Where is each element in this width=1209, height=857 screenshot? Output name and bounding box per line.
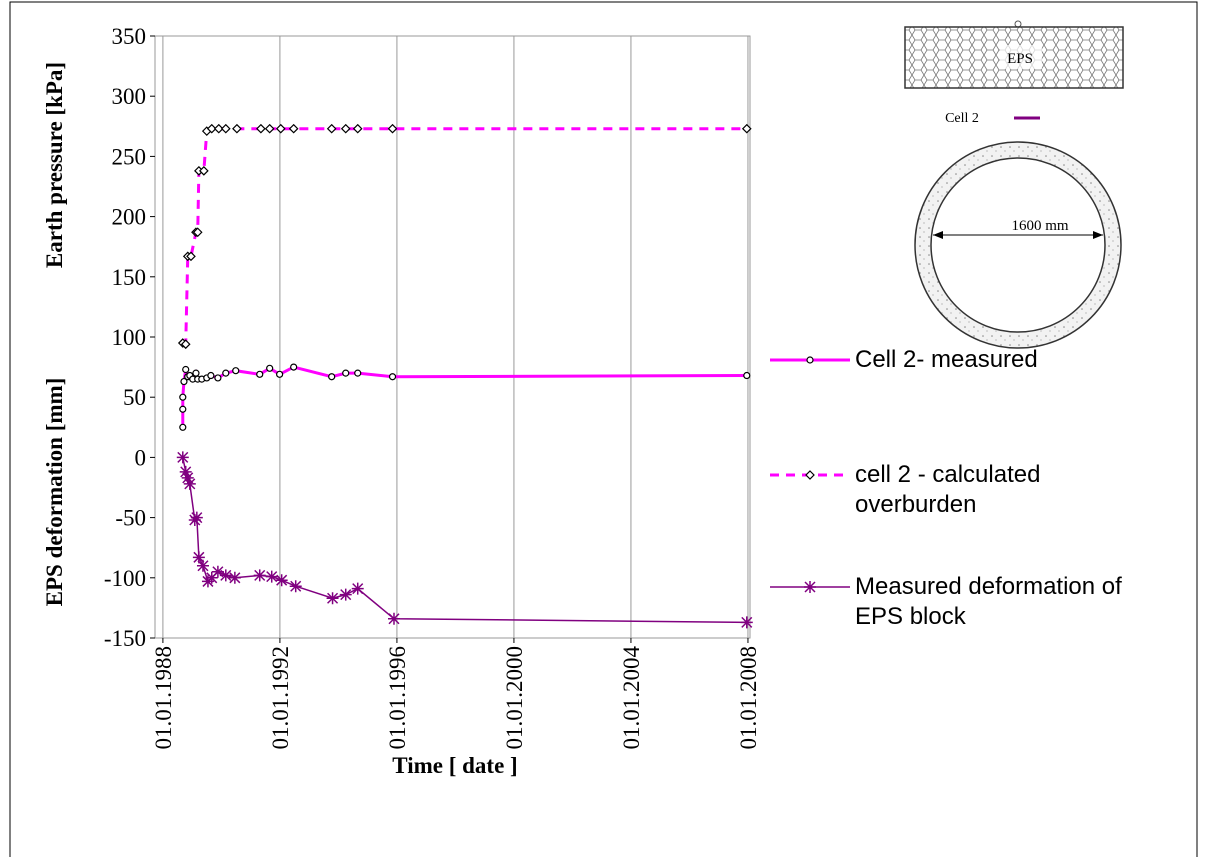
- y-tick-label: 50: [123, 385, 146, 410]
- frame: [9, 1, 1198, 857]
- point: [743, 371, 751, 380]
- point: [276, 370, 284, 378]
- point: [288, 123, 299, 134]
- point: [179, 393, 187, 401]
- point: [266, 364, 274, 372]
- point: [206, 123, 217, 134]
- point: [214, 374, 222, 382]
- x-tick-label: 01.01.1992: [268, 646, 293, 750]
- point: [256, 123, 266, 134]
- point: [289, 580, 302, 593]
- point: [388, 373, 397, 381]
- y-tick-label: 250: [112, 144, 147, 169]
- point: [806, 356, 814, 364]
- y-tick-label: -50: [115, 506, 146, 531]
- point: [352, 123, 363, 134]
- x-axis-title: Time [ date ]: [392, 753, 517, 778]
- x-tick-label: 01.01.1996: [385, 646, 410, 750]
- point: [351, 582, 364, 595]
- x-tick-label: 01.01.2004: [619, 646, 644, 750]
- point: [182, 365, 190, 374]
- series-line: [182, 457, 747, 624]
- y-axis-title: Earth pressure [kPa]: [42, 62, 67, 268]
- y-tick-label: 0: [135, 445, 147, 470]
- series-line: [181, 365, 747, 428]
- point: [342, 369, 350, 377]
- point: [205, 571, 218, 584]
- point: [186, 251, 196, 262]
- point: [256, 370, 264, 378]
- point: [232, 123, 242, 134]
- inset-diagram: EPS Cell 2 1600 mm: [904, 20, 1124, 349]
- point: [265, 570, 278, 583]
- point: [326, 123, 337, 134]
- point: [222, 369, 230, 377]
- point: [219, 569, 232, 582]
- legend-label: Cell 2- measured: [855, 346, 1038, 373]
- point: [207, 371, 215, 380]
- point: [339, 588, 352, 601]
- y-tick-label: 100: [112, 325, 147, 350]
- point: [264, 123, 275, 134]
- point: [740, 616, 753, 629]
- x-tick-label: 01.01.2008: [736, 646, 761, 750]
- point: [290, 363, 298, 371]
- y-axis-title: EPS deformation [mm]: [42, 378, 67, 607]
- inset-label: 1600 mm: [1011, 218, 1068, 234]
- point: [179, 405, 187, 413]
- point: [387, 123, 398, 134]
- legend-label: cell 2 - calculated overburden: [855, 461, 1041, 518]
- y-tick-label: 350: [112, 24, 147, 49]
- x-tick-label: 01.01.1988: [151, 646, 176, 750]
- point: [220, 123, 231, 134]
- y-tick-label: -100: [104, 566, 146, 591]
- series-line: [182, 127, 747, 347]
- point: [192, 227, 203, 238]
- point: [196, 559, 209, 572]
- point: [328, 373, 336, 381]
- point: [181, 471, 194, 484]
- plot-area: [154, 35, 751, 639]
- point: [326, 592, 339, 605]
- point: [190, 511, 203, 524]
- point: [805, 470, 815, 480]
- legend-label: Measured deformation of EPS block: [855, 573, 1122, 630]
- point: [804, 581, 816, 593]
- point: [340, 123, 351, 134]
- point: [180, 339, 191, 350]
- inset-label: Cell 2: [945, 111, 979, 126]
- point: [192, 551, 205, 564]
- point: [199, 165, 209, 176]
- point: [354, 369, 362, 377]
- point: [179, 423, 187, 431]
- point: [741, 123, 752, 134]
- point: [275, 574, 288, 587]
- point: [183, 477, 196, 490]
- x-tick-label: 01.01.2000: [502, 646, 527, 750]
- point: [213, 123, 224, 134]
- point: [275, 123, 286, 134]
- point: [253, 569, 266, 582]
- point: [179, 465, 192, 478]
- inset-label: EPS: [1007, 51, 1033, 67]
- point: [387, 612, 400, 625]
- point: [176, 451, 189, 464]
- point: [232, 367, 240, 375]
- point: [192, 369, 200, 377]
- point: [211, 565, 224, 578]
- y-tick-label: 300: [112, 84, 147, 109]
- y-tick-label: 150: [112, 265, 147, 290]
- y-tick-label: -150: [104, 626, 146, 651]
- point: [180, 377, 188, 386]
- point: [228, 571, 241, 584]
- y-tick-label: 200: [112, 205, 147, 230]
